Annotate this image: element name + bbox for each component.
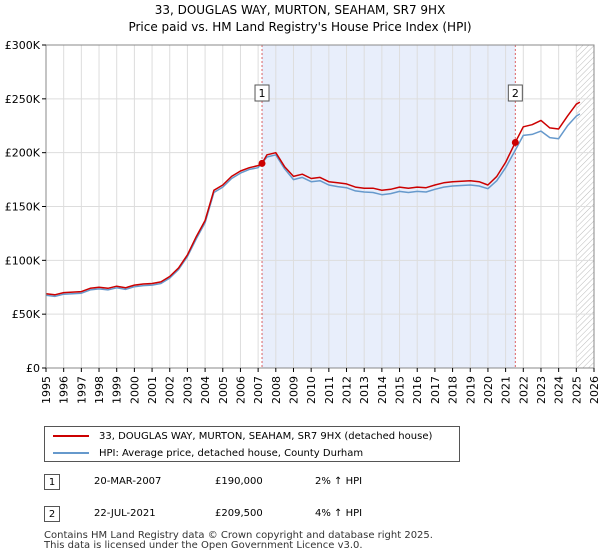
x-tick-label: 2008 [270, 376, 283, 404]
sale-hpi-1: 2% ↑ HPI [315, 476, 363, 487]
y-tick-label: £0 [26, 362, 40, 375]
x-tick-label: 2014 [376, 376, 389, 404]
sale-row-2: 2 22-JUL-2021 £209,500 4% ↑ HPI [44, 506, 444, 526]
hpi-line [45, 113, 581, 298]
x-tick-label: 2022 [517, 376, 530, 404]
legend: 33, DOUGLAS WAY, MURTON, SEAHAM, SR7 9HX… [44, 426, 460, 462]
series-lines [45, 101, 581, 298]
x-tick-label: 1999 [111, 376, 124, 404]
x-tick-label: 2002 [164, 376, 177, 404]
y-tick-label: £150K [5, 201, 41, 214]
legend-entry-property: 33, DOUGLAS WAY, MURTON, SEAHAM, SR7 9HX… [53, 428, 432, 444]
x-tick-label: 2001 [146, 376, 159, 404]
x-tick-label: 1998 [93, 376, 106, 404]
x-tick-label: 2011 [323, 376, 336, 404]
chart-subtitle: Price paid vs. HM Land Registry's House … [128, 20, 471, 34]
x-tick-label: 2000 [128, 376, 141, 404]
sale-marker-2: 2 [44, 506, 60, 522]
sale-price-1: £190,000 [215, 476, 263, 487]
y-tick-label: £200K [5, 147, 41, 160]
x-tick-label: 2026 [588, 376, 600, 404]
sale-point-2 [511, 138, 519, 146]
x-tick-label: 2023 [535, 376, 548, 404]
legend-swatch-hpi [53, 452, 89, 454]
sale-price-2: £209,500 [215, 508, 263, 519]
legend-entry-hpi: HPI: Average price, detached house, Coun… [53, 445, 363, 461]
x-tick-label: 2006 [234, 376, 247, 404]
legend-swatch-property [53, 435, 89, 437]
sale-hpi-2: 4% ↑ HPI [315, 508, 363, 519]
chart-title: 33, DOUGLAS WAY, MURTON, SEAHAM, SR7 9HX [155, 3, 446, 17]
footer-line-1: Contains HM Land Registry data © Crown c… [44, 530, 433, 541]
x-tick-label: 1996 [58, 376, 71, 404]
x-tick-label: 2017 [429, 376, 442, 404]
x-tick-label: 2005 [217, 376, 230, 404]
sale-row-1: 1 20-MAR-2007 £190,000 2% ↑ HPI [44, 474, 444, 494]
y-tick-label: £250K [5, 93, 41, 106]
x-tick-label: 1997 [75, 376, 88, 404]
x-tick-label: 2007 [252, 376, 265, 404]
x-tick-label: 2020 [482, 376, 495, 404]
sale-label-box-1 [254, 84, 270, 102]
legend-label-property: 33, DOUGLAS WAY, MURTON, SEAHAM, SR7 9HX… [99, 430, 433, 442]
sale-label-box-2 [507, 84, 523, 102]
sale-date-1: 20-MAR-2007 [94, 476, 162, 487]
sale-date-2: 22-JUL-2021 [94, 508, 156, 519]
legend-label-hpi: HPI: Average price, detached house, Coun… [99, 447, 364, 459]
x-tick-label: 1995 [40, 376, 53, 404]
y-tick-label: £50K [12, 308, 41, 321]
x-tick-label: 2024 [553, 376, 566, 404]
property-line [45, 101, 581, 296]
sale-label-2: 2 [512, 87, 519, 100]
y-tick-label: £300K [5, 39, 41, 52]
sale-point-1 [258, 159, 266, 167]
sale-marker-1: 1 [44, 474, 60, 490]
y-tick-label: £100K [5, 254, 41, 267]
x-tick-label: 2019 [464, 376, 477, 404]
x-tick-label: 2021 [500, 376, 513, 404]
x-tick-label: 2018 [447, 376, 460, 404]
x-tick-label: 2003 [181, 376, 194, 404]
footer-line-2: This data is licensed under the Open Gov… [44, 540, 363, 551]
x-tick-label: 2013 [358, 376, 371, 404]
x-tick-label: 2015 [394, 376, 407, 404]
x-tick-label: 2016 [411, 376, 424, 404]
x-tick-label: 2012 [341, 376, 354, 404]
x-tick-label: 2025 [570, 376, 583, 404]
x-tick-label: 2004 [199, 376, 212, 404]
price-chart: 33, DOUGLAS WAY, MURTON, SEAHAM, SR7 9HX… [5, 3, 600, 404]
x-tick-label: 2009 [287, 376, 300, 404]
sale-label-1: 1 [259, 87, 266, 100]
x-tick-label: 2010 [305, 376, 318, 404]
axes: £0 £50K £100K £150K £200K £250K £300K 1995 1996 1… [5, 39, 600, 404]
footer-attribution: Contains HM Land Registry data © Crown c… [44, 531, 433, 551]
